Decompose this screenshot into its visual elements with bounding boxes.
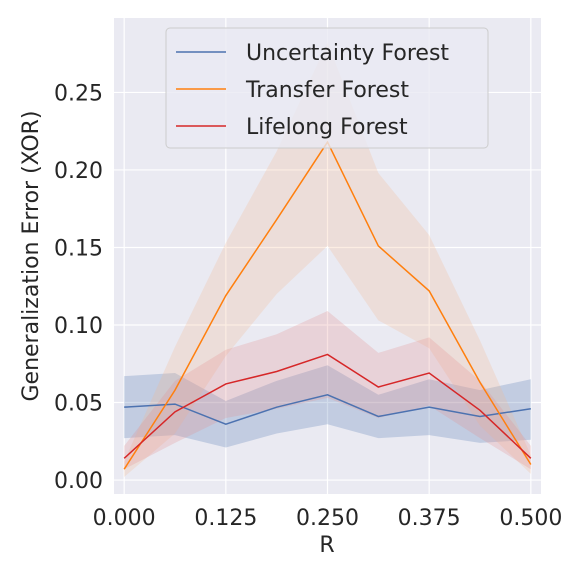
legend-label-0: Uncertainty Forest [246,41,449,66]
legend-label-2: Lifelong Forest [246,115,408,140]
legend-label-1: Transfer Forest [245,78,409,103]
x-tick-label: 0.000 [93,506,156,531]
x-tick-label: 0.500 [499,506,562,531]
x-tick-label: 0.125 [194,506,257,531]
x-tick-label: 0.375 [398,506,461,531]
x-tick-label: 0.250 [296,506,359,531]
y-tick-labels: 0.00 0.05 0.10 0.15 0.20 0.25 [54,81,103,494]
y-tick-label: 0.25 [54,81,103,106]
x-tick-labels: 0.000 0.125 0.250 0.375 0.500 [93,506,563,531]
y-tick-label: 0.10 [54,314,103,339]
y-tick-label: 0.05 [54,392,103,417]
confidence-band-0 [124,365,531,448]
series-points-2 [124,354,531,459]
series-points-0 [124,394,531,425]
legend: Uncertainty Forest Transfer Forest Lifelon… [165,27,489,149]
y-axis-label: Generalization Error (XOR) [19,110,44,401]
y-tick-label: 0.20 [54,159,103,184]
legend-box [165,27,489,149]
x-axis-label: R [319,533,334,558]
confidence-band-2 [124,311,531,470]
y-tick-label: 0.00 [54,469,103,494]
y-tick-label: 0.15 [54,236,103,261]
